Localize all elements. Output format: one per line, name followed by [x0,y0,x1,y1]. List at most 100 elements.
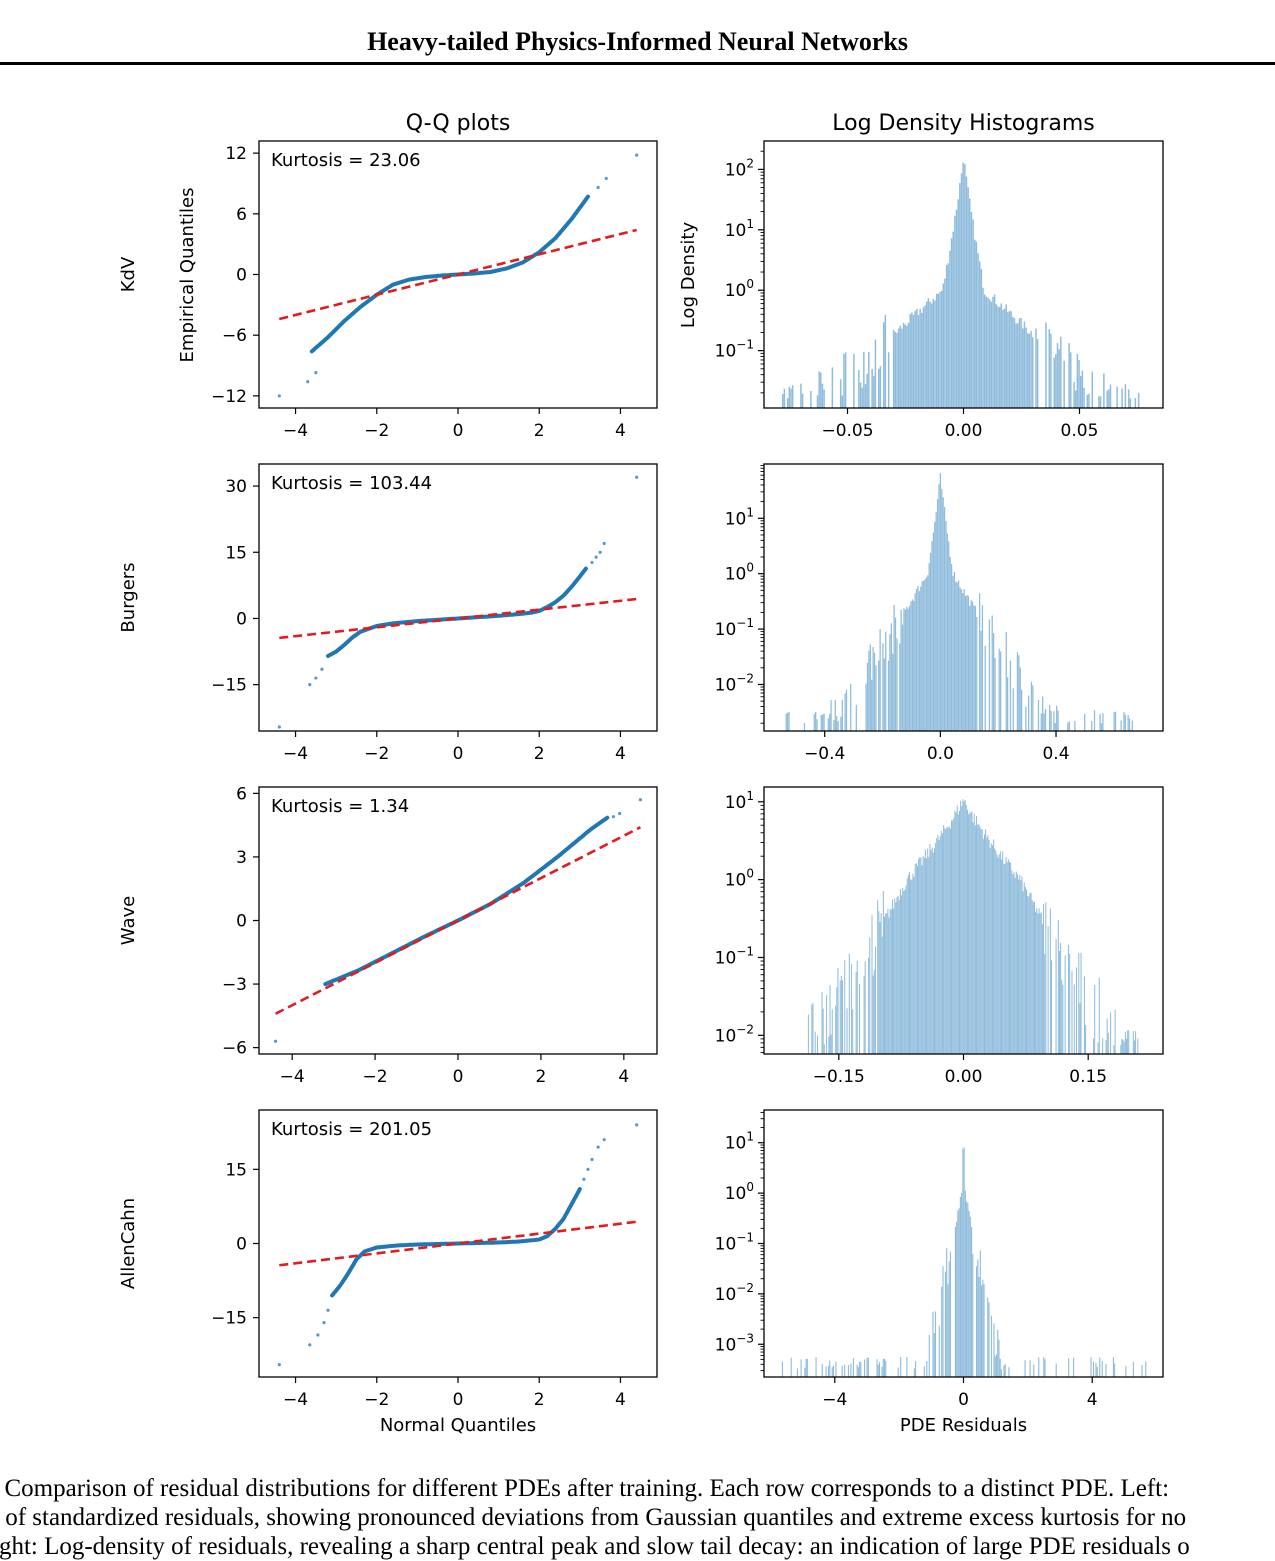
hist-bar [1012,874,1014,1054]
hist-bar [899,325,902,408]
x-tick-label: 4 [1087,1390,1098,1410]
hist-bar [786,398,789,408]
hist-bar [1050,710,1052,731]
hist-bar [844,959,846,1054]
hist-bar [1055,354,1057,408]
hist-bar [922,580,925,731]
hist-bar [904,324,906,408]
hist-bar [896,897,898,1054]
hist-bar [900,1356,902,1377]
qq-outlier-point [308,1343,312,1347]
figure: Q-Q plots Log Density Histograms −4 −2 0 2 4… [118,111,1164,1436]
x-tick-label: −4 [283,421,308,441]
hist-bar [914,310,916,408]
hist-bar [978,261,981,408]
hist-bar [897,896,899,1054]
hist-bar [884,314,887,408]
hist-bar [893,605,895,731]
hist-bar [898,900,900,1054]
hist-bar [1080,952,1082,1054]
hist-bar [1096,1366,1098,1377]
hist-bar [1063,360,1065,408]
hist-bar [1133,1040,1135,1054]
hist-bar [1022,891,1024,1054]
hist-bar [788,712,790,731]
hist-bar [1016,874,1018,1054]
qq-outlier-point [322,1321,326,1325]
hist-bar [973,605,975,731]
hist-bar [1132,1031,1134,1054]
hist-bar [904,889,906,1054]
hist-bar [1123,711,1125,731]
qq-outlier-point [604,176,608,181]
hist-bar [893,908,895,1054]
hist-bar [1103,373,1105,408]
hist-bar [852,1009,854,1054]
hist-bar [864,384,867,408]
row-label: Wave [118,896,139,945]
hist-bar [834,699,836,731]
hist-bar [867,1357,869,1377]
hist-bar [995,850,997,1054]
hist-bar [971,811,973,1054]
hist-bar [831,1009,833,1054]
qq-y-axis-label: Empirical Quantiles [177,188,198,363]
hist-bar [926,1360,928,1377]
hist-bar [1101,1360,1103,1377]
hist-bar [971,1227,973,1377]
hist-bar [877,1364,879,1377]
qq-reference-line [274,826,642,1015]
qq-outlier-point [314,676,318,680]
hist-bar [955,581,957,731]
qq-outlier-point [582,1177,586,1181]
hist-bar [1122,1039,1124,1054]
hist-bar [815,1357,817,1377]
hist-bar [1095,1362,1097,1377]
hist-bar [910,879,912,1054]
hist-bar [935,512,937,731]
hist-bar [873,652,876,731]
hist-bar [1060,943,1062,1054]
hist-bar [1068,721,1070,731]
hist-bar [966,809,968,1054]
hist-bar [907,322,910,408]
hist-bar [1058,950,1060,1054]
hist-bar [960,589,963,731]
hist-bar [1023,882,1025,1054]
hist-bar [1076,353,1079,408]
hist-bar [942,283,945,408]
hist-bar [1054,723,1056,731]
hist-bar [1120,720,1122,731]
hist-bar [969,812,971,1054]
qq-panel-kdv: −4 −2 0 2 4 −12 −6 0 6 12 Kurtosis = 23.06 KdV [118,140,658,441]
hist-bar [974,825,976,1054]
hist-bar [926,301,928,408]
hist-bar [1073,381,1075,408]
x-tick-label: 0.05 [1061,421,1099,441]
y-tick-label: 10−1 [715,1231,754,1255]
hist-bar [1128,718,1131,731]
hist-bar [851,964,853,1054]
hist-bar [964,164,966,408]
hist-bar [986,837,988,1054]
hist-bar [873,970,875,1054]
hist-bar [906,606,908,731]
hist-bar [967,187,969,408]
hist-bar [1074,390,1077,408]
x-tick-label: −4 [283,744,308,764]
hist-bar [956,805,958,1054]
hist-bar [847,1365,849,1377]
hist-bar [835,1361,837,1377]
y-tick-label: −12 [211,387,247,407]
hist-bar [954,1226,956,1377]
hist-bar [982,1279,984,1377]
x-tick-label: 0.15 [1069,1067,1107,1087]
hist-bar [995,304,998,408]
hist-bar [1076,967,1078,1054]
hist-bar [1024,886,1026,1054]
hist-bar [949,828,951,1054]
hist-bar [973,813,975,1054]
hist-bar [1125,1038,1127,1054]
hist-bar [1098,396,1100,408]
hist-bar [1007,859,1009,1054]
